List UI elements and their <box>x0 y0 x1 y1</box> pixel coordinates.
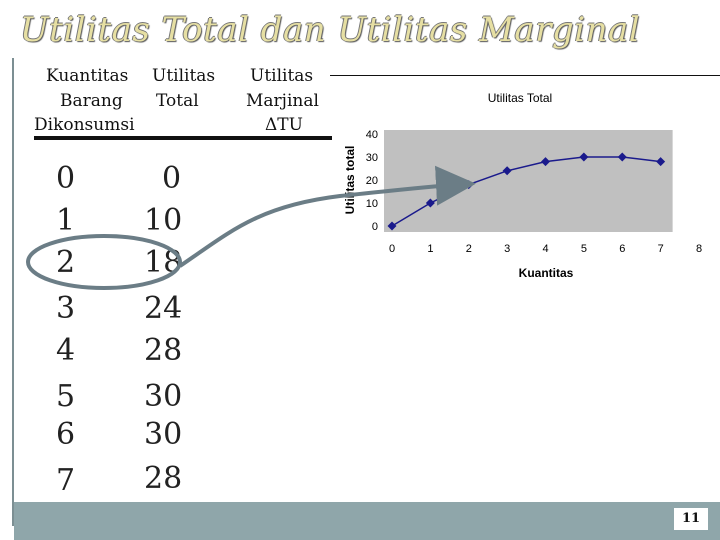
footer-bar <box>14 502 720 540</box>
row-total-utility: 10 <box>144 203 183 238</box>
header-underline <box>34 136 344 140</box>
x-axis-label: Kuantitas <box>519 266 574 280</box>
x-tick-label: 3 <box>504 243 510 255</box>
x-tick-label: 4 <box>542 243 548 255</box>
row-total-utility: 28 <box>144 333 183 368</box>
row-quantity: 1 <box>56 203 76 238</box>
row-total-utility: 30 <box>144 417 183 452</box>
header-marginal-utility-line2: Marjinal <box>246 91 319 111</box>
y-tick-label: 30 <box>366 152 378 164</box>
x-tick-label: 5 <box>581 243 587 255</box>
y-axis-label: Utilitas total <box>343 146 357 215</box>
x-tick-label: 0 <box>389 243 395 255</box>
chart-area: Utilitas Total Utilitas total Kuantitas … <box>332 76 720 286</box>
chart-top-border <box>330 75 720 76</box>
row-quantity: 7 <box>56 463 76 498</box>
y-tick-label: 0 <box>372 221 378 233</box>
y-tick-label: 40 <box>366 129 378 141</box>
x-tick-label: 6 <box>619 243 625 255</box>
header-total-utility-line1: Utilitas <box>152 66 216 86</box>
header-total-utility-line2: Total <box>156 91 199 111</box>
y-axis-ticks: 0 10 20 30 40 <box>366 129 378 233</box>
row-quantity: 5 <box>56 379 76 414</box>
slide-title: Utilitas Total dan Utilitas Marginal <box>20 10 641 50</box>
row-quantity: 0 <box>56 161 76 196</box>
x-tick-label: 7 <box>658 243 664 255</box>
header-quantity-line2: Barang <box>60 91 123 111</box>
x-tick-label: 1 <box>427 243 433 255</box>
row-total-utility: 28 <box>144 461 183 496</box>
data-point-marker <box>502 166 512 176</box>
x-tick-label: 8 <box>696 243 702 255</box>
data-point-marker <box>579 152 589 162</box>
x-axis-ticks: 0 1 2 3 4 5 6 7 8 <box>389 243 702 255</box>
row-total-utility: 30 <box>144 379 183 414</box>
row-total-utility: 24 <box>144 291 183 326</box>
left-divider <box>12 58 14 526</box>
y-tick-label: 20 <box>366 175 378 187</box>
data-point-marker <box>656 157 666 167</box>
row-quantity: 3 <box>56 291 76 326</box>
total-utility-chart: Utilitas Total Utilitas total Kuantitas … <box>343 91 702 280</box>
row-total-utility: 18 <box>144 245 183 280</box>
page-number: 11 <box>674 508 708 530</box>
data-point-marker <box>541 157 550 167</box>
data-point-marker <box>617 152 627 162</box>
x-tick-label: 2 <box>466 243 472 255</box>
plot-background <box>384 130 673 232</box>
row-quantity: 4 <box>56 333 76 368</box>
header-quantity-line1: Kuantitas <box>46 66 129 86</box>
header-quantity-line3: Dikonsumsi <box>34 115 135 135</box>
header-marginal-utility-line1: Utilitas <box>250 66 314 86</box>
row-quantity: 6 <box>56 417 76 452</box>
y-tick-label: 10 <box>366 198 378 210</box>
row-total-utility: 0 <box>162 161 182 196</box>
header-marginal-utility-line3: ΔTU <box>265 115 303 135</box>
chart-title: Utilitas Total <box>488 91 552 105</box>
row-quantity: 2 <box>56 245 76 280</box>
